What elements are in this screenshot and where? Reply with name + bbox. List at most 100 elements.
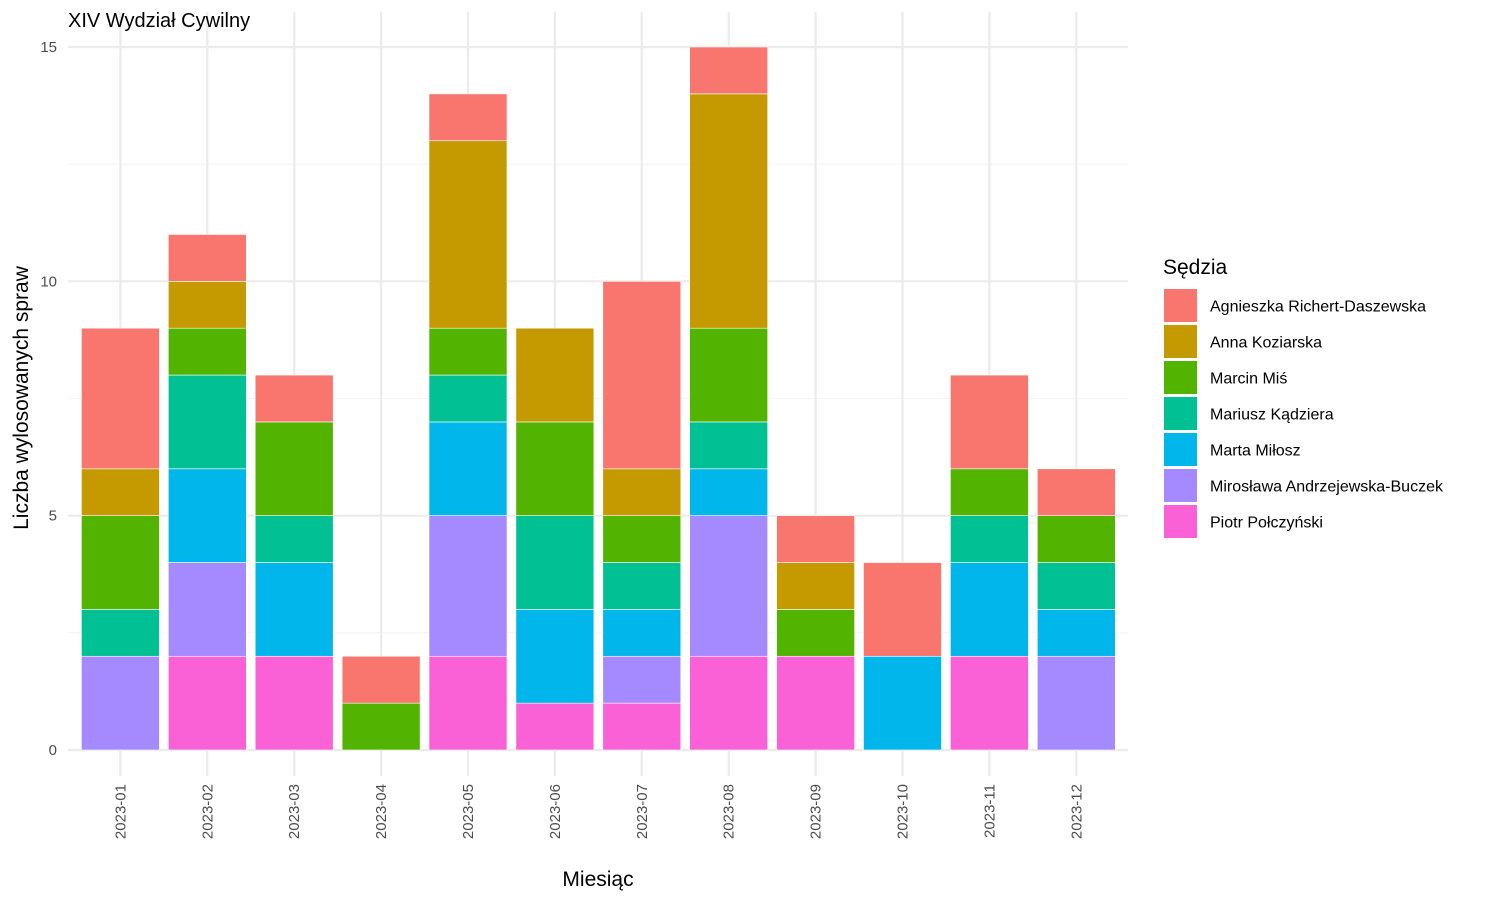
legend-label: Agnieszka Richert-Daszewska bbox=[1210, 299, 1426, 316]
bar-segment bbox=[428, 140, 508, 329]
legend-key bbox=[1164, 325, 1197, 358]
x-tick-label: 2023-10 bbox=[895, 784, 912, 839]
bar-segment bbox=[515, 515, 595, 610]
bar-segment bbox=[81, 327, 160, 470]
bar-segment bbox=[81, 515, 160, 610]
legend-label: Marta Miłosz bbox=[1210, 443, 1301, 460]
legend-key bbox=[1164, 433, 1197, 466]
x-axis-title: Miesiąc bbox=[562, 868, 633, 891]
bar-segment bbox=[602, 468, 682, 516]
bar-segment bbox=[515, 609, 595, 704]
legend-label: Anna Koziarska bbox=[1210, 335, 1322, 352]
bar-segment bbox=[602, 562, 682, 610]
bar-segment bbox=[863, 655, 942, 751]
bar-segment bbox=[1037, 609, 1116, 657]
bar-segment bbox=[515, 702, 595, 751]
bar-segment bbox=[689, 655, 769, 751]
y-tick-label: 10 bbox=[40, 273, 57, 290]
bar-segment bbox=[428, 374, 508, 423]
bar-segment bbox=[1037, 515, 1116, 563]
bar-segment bbox=[602, 655, 682, 704]
legend-key bbox=[1164, 505, 1197, 538]
bar-segment bbox=[81, 468, 160, 516]
bar-segment bbox=[428, 515, 508, 657]
bar-segment bbox=[254, 655, 334, 751]
bar-segment bbox=[1037, 655, 1116, 751]
y-axis-title: Liczba wylosowanych spraw bbox=[10, 265, 33, 530]
bar-segment bbox=[950, 655, 1029, 751]
legend-label: Mariusz Kądziera bbox=[1210, 407, 1334, 424]
bar-segment bbox=[168, 234, 247, 282]
bar-segment bbox=[168, 374, 247, 470]
bar-segment bbox=[515, 327, 595, 423]
bar-segment bbox=[428, 93, 508, 142]
bar-segment bbox=[689, 421, 769, 470]
bar-segment bbox=[950, 468, 1029, 516]
bar-segment bbox=[776, 655, 855, 751]
y-tick-label: 0 bbox=[49, 742, 57, 759]
bar-segment bbox=[602, 609, 682, 657]
bar-segment bbox=[776, 515, 855, 563]
bar-segment bbox=[81, 655, 160, 751]
bar-segment bbox=[689, 468, 769, 516]
bar-segment bbox=[602, 281, 682, 470]
x-tick-label: 2023-08 bbox=[721, 784, 738, 839]
bar-segment bbox=[428, 421, 508, 516]
legend-key bbox=[1164, 361, 1197, 394]
y-tick-label: 15 bbox=[40, 39, 57, 56]
bar-segment bbox=[254, 515, 334, 563]
x-tick-label: 2023-01 bbox=[112, 784, 129, 839]
bar-segment bbox=[776, 562, 855, 610]
x-tick-label: 2023-05 bbox=[460, 784, 477, 839]
y-axis-ticks: 0 5 10 15 bbox=[40, 39, 57, 759]
x-tick-label: 2023-04 bbox=[373, 784, 390, 839]
bar-segment bbox=[602, 515, 682, 563]
bars bbox=[81, 46, 1116, 751]
bar-segment bbox=[863, 562, 942, 657]
legend-key bbox=[1164, 397, 1197, 430]
bar-segment bbox=[950, 374, 1029, 470]
legend-key bbox=[1164, 469, 1197, 502]
legend-label: Mirosława Andrzejewska-Buczek bbox=[1210, 479, 1444, 496]
bar-segment bbox=[168, 281, 247, 329]
x-tick-label: 2023-06 bbox=[547, 784, 564, 839]
x-tick-label: 2023-09 bbox=[808, 784, 825, 839]
x-tick-label: 2023-11 bbox=[981, 784, 998, 838]
bar-segment bbox=[1037, 468, 1116, 516]
bar-segment bbox=[341, 655, 421, 704]
bar-segment bbox=[689, 46, 769, 95]
bar-segment bbox=[515, 421, 595, 516]
bar-segment bbox=[602, 702, 682, 751]
bar-segment bbox=[254, 421, 334, 516]
bar-segment bbox=[689, 93, 769, 329]
bar-segment bbox=[689, 515, 769, 657]
bar-segment bbox=[254, 562, 334, 657]
legend-title: Sędzia bbox=[1163, 256, 1228, 279]
legend-label: Piotr Połczyński bbox=[1210, 515, 1323, 532]
bar-segment bbox=[950, 515, 1029, 563]
bar-segment bbox=[689, 327, 769, 423]
bar-segment bbox=[168, 655, 247, 751]
x-tick-label: 2023-02 bbox=[199, 784, 216, 839]
bar-segment bbox=[1037, 562, 1116, 610]
bar-segment bbox=[81, 609, 160, 657]
bar-segment bbox=[254, 374, 334, 423]
x-axis-ticks: 2023-01 2023-02 2023-03 2023-04 2023-05 2023-… bbox=[112, 784, 1085, 839]
bar-segment bbox=[776, 609, 855, 657]
x-tick-label: 2023-03 bbox=[286, 784, 303, 839]
bar-segment bbox=[428, 655, 508, 751]
x-tick-label: 2023-07 bbox=[634, 784, 651, 839]
legend-label: Marcin Miś bbox=[1210, 371, 1287, 388]
legend-key bbox=[1164, 289, 1197, 322]
bar-segment bbox=[950, 562, 1029, 657]
x-tick-label: 2023-12 bbox=[1068, 784, 1085, 839]
bar-segment bbox=[168, 468, 247, 563]
bar-segment bbox=[168, 327, 247, 376]
bar-segment bbox=[168, 562, 247, 657]
bar-segment bbox=[341, 702, 421, 751]
bar-segment bbox=[428, 327, 508, 376]
chart-title: XIV Wydział Cywilny bbox=[68, 10, 250, 32]
legend: Sędzia Agnieszka Richert-Daszewska Anna K… bbox=[1163, 256, 1444, 538]
